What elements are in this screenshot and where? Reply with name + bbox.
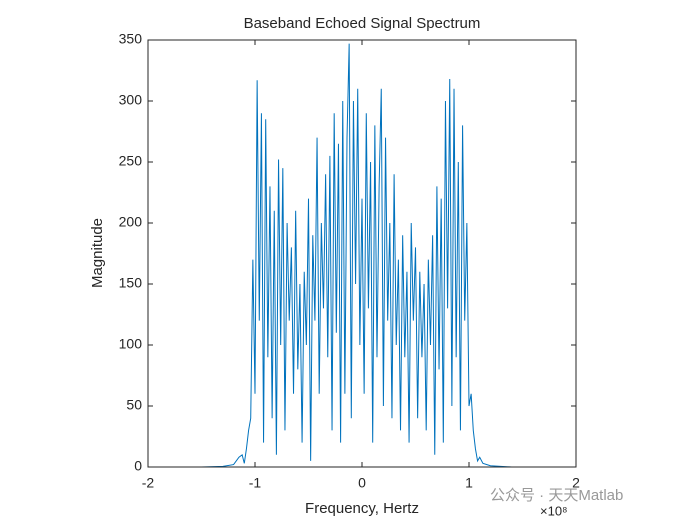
y-tick-label: 250 — [119, 153, 143, 169]
y-tick-label: 300 — [119, 92, 143, 108]
y-tick-label: 150 — [119, 275, 143, 291]
x-exponent: ×10⁸ — [540, 503, 568, 518]
y-tick-label: 0 — [134, 458, 142, 474]
x-axis-label: Frequency, Hertz — [305, 500, 419, 517]
y-tick-label: 100 — [119, 336, 143, 352]
chart-title: Baseband Echoed Signal Spectrum — [244, 15, 481, 32]
x-tick-label: -2 — [142, 475, 155, 491]
watermark: 公众号 · 天天Matlab — [490, 487, 623, 504]
x-tick-label: 1 — [465, 475, 473, 491]
y-tick-label: 50 — [126, 397, 142, 413]
spectrum-line — [148, 43, 576, 468]
y-axis-label: Magnitude — [89, 218, 106, 288]
x-tick-label: 2 — [572, 475, 580, 491]
y-tick-label: 350 — [119, 31, 143, 47]
x-tick-label: -1 — [249, 475, 262, 491]
y-tick-label: 200 — [119, 214, 143, 230]
x-tick-label: 0 — [358, 475, 366, 491]
